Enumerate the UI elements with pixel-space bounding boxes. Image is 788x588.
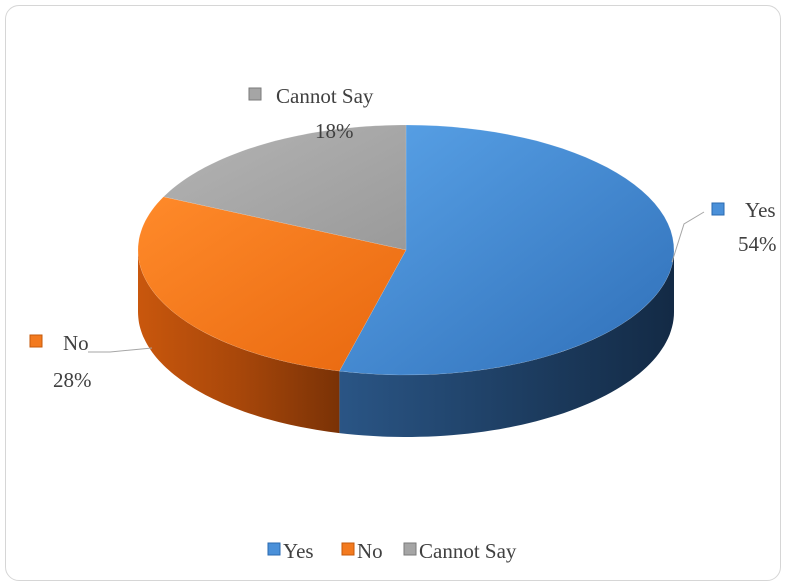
data-label-yes-pct: 54% bbox=[738, 232, 777, 256]
legend-swatch-yes-icon bbox=[267, 542, 281, 556]
data-label-no: No 28% bbox=[29, 331, 92, 392]
pie-slices bbox=[137, 124, 675, 376]
data-label-no-name: No bbox=[63, 331, 89, 355]
data-label-cannot-say: Cannot Say 18% bbox=[248, 84, 374, 143]
legend-key-no-icon bbox=[29, 334, 43, 348]
data-label-yes-name: Yes bbox=[745, 198, 776, 222]
legend-label-cannot-say: Cannot Say bbox=[419, 539, 517, 563]
pie-side-no bbox=[138, 250, 340, 434]
data-label-cannot-say-name: Cannot Say bbox=[276, 84, 374, 108]
data-label-cannot-say-pct: 18% bbox=[315, 119, 354, 143]
pie-side-yes bbox=[339, 250, 674, 437]
legend-swatch-no-icon bbox=[341, 542, 355, 556]
legend-label-yes: Yes bbox=[283, 539, 314, 563]
legend-key-cannot-say-icon bbox=[248, 87, 262, 101]
legend-swatch-cannot-say-icon bbox=[403, 542, 417, 556]
pie-slice-no bbox=[137, 196, 407, 372]
pie-slice-yes bbox=[338, 124, 675, 376]
pie-side-walls bbox=[138, 250, 674, 437]
legend-key-yes-icon bbox=[711, 202, 725, 216]
leader-line-yes bbox=[671, 211, 705, 263]
data-label-no-pct: 28% bbox=[53, 368, 92, 392]
pie-slice-cannot-say bbox=[162, 124, 407, 251]
legend-label-no: No bbox=[357, 539, 383, 563]
leader-line-no bbox=[88, 347, 153, 353]
data-label-yes: Yes 54% bbox=[711, 198, 777, 256]
chart-legend: Yes No Cannot Say bbox=[267, 539, 517, 563]
